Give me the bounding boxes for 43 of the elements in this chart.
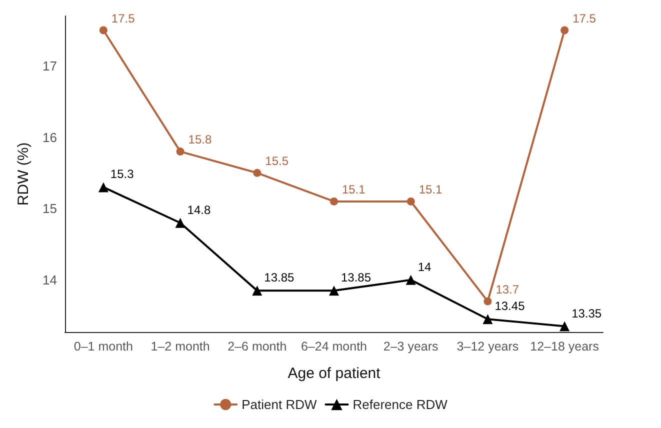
- y-tick-label: 15: [42, 201, 57, 216]
- data-label: 13.35: [572, 306, 602, 320]
- data-label: 17.5: [572, 11, 596, 26]
- x-tick-label: 2–3 years: [383, 340, 438, 354]
- data-label: 13.45: [494, 299, 526, 314]
- y-tick-label: 16: [42, 130, 57, 145]
- x-tick-label: 3–12 years: [456, 340, 519, 354]
- data-label: 13.85: [341, 270, 372, 285]
- data-label: 17.5: [111, 11, 136, 26]
- x-tick-label: 0–1 month: [74, 340, 134, 354]
- x-tick-label: 1–2 month: [150, 340, 210, 354]
- data-label: 15.3: [110, 167, 134, 182]
- y-tick-label: 17: [42, 58, 57, 74]
- data-label: 13.85: [264, 270, 294, 285]
- point: [560, 321, 570, 332]
- point: [176, 148, 184, 156]
- point: [252, 286, 262, 296]
- legend-label: Patient RDW: [242, 397, 318, 412]
- point: [406, 274, 416, 285]
- point: [484, 297, 492, 306]
- x-tick-label: 12–18 years: [530, 340, 599, 354]
- point: [560, 26, 569, 34]
- point: [482, 314, 493, 324]
- point: [329, 286, 339, 296]
- x-axis-title: Age of patient: [288, 365, 382, 382]
- point: [330, 197, 338, 206]
- data-label: 14.8: [187, 202, 211, 217]
- point: [98, 182, 108, 192]
- point: [175, 218, 186, 228]
- data-label: 14: [418, 260, 432, 274]
- data-label: 15.1: [342, 182, 366, 196]
- y-axis-title: RDW (%): [15, 142, 32, 206]
- point: [99, 26, 108, 34]
- data-label: 15.8: [188, 132, 212, 147]
- x-tick-label: 6–24 month: [300, 340, 368, 354]
- data-label: 13.7: [496, 282, 520, 296]
- point: [253, 168, 262, 177]
- point: [406, 197, 415, 206]
- y-tick-label: 14: [42, 272, 57, 288]
- legend-label: Reference RDW: [352, 397, 448, 412]
- data-label: 15.1: [418, 182, 443, 196]
- x-tick-label: 2–6 month: [228, 340, 287, 354]
- data-label: 15.5: [265, 154, 289, 168]
